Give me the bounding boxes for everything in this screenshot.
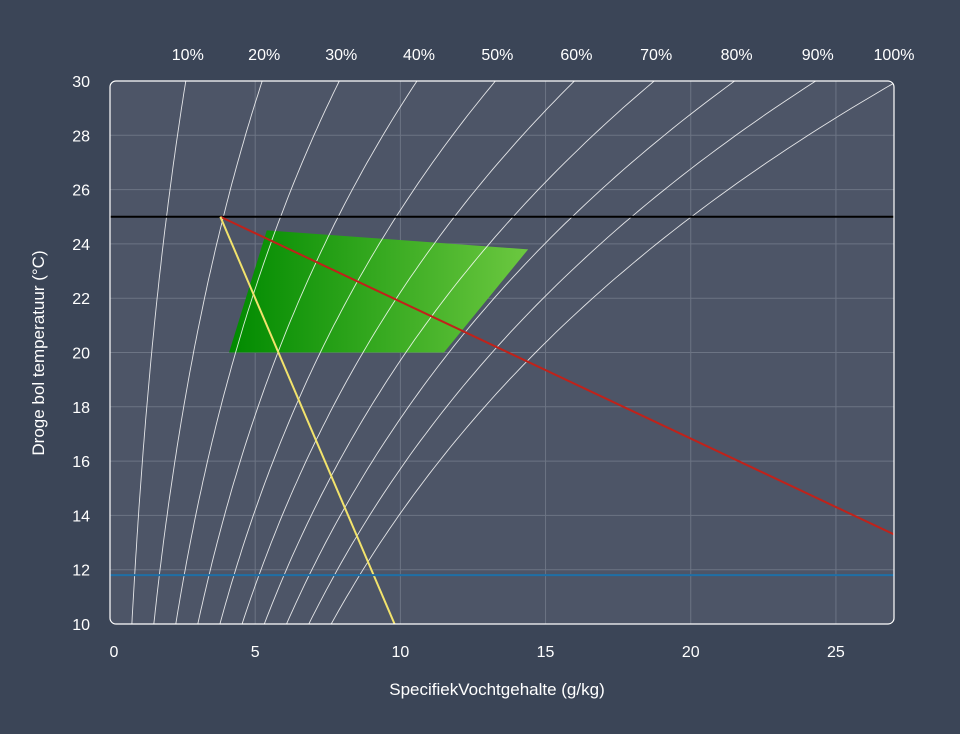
x-tick-label: 0 — [110, 644, 119, 661]
rh-curve-label: 40% — [403, 47, 435, 64]
rh-curve-label: 90% — [802, 47, 834, 64]
rh-curve — [330, 81, 894, 624]
x-axis-title: SpecifiekVochtgehalte (g/kg) — [389, 680, 604, 699]
x-tick-label: 10 — [391, 644, 409, 661]
rh-curve — [241, 81, 575, 624]
rh-curve-label: 60% — [560, 47, 592, 64]
rh-curve — [131, 81, 187, 624]
rh-curve-label: 70% — [640, 47, 672, 64]
rh-curve-labels: 10% 20% 30% 40% 50% 60% 70% 80% 90% 100% — [172, 47, 915, 64]
x-axis-tick-labels: 0 5 10 15 20 25 — [110, 644, 845, 661]
rh-curve — [153, 81, 263, 624]
x-tick-label: 15 — [537, 644, 555, 661]
y-tick-label: 26 — [72, 183, 90, 200]
y-tick-label: 16 — [72, 454, 90, 471]
rh-curve — [219, 81, 496, 624]
rh-curve-label: 10% — [172, 47, 204, 64]
rh-curve-label: 100% — [874, 47, 915, 64]
x-tick-label: 5 — [251, 644, 260, 661]
rh-curve-label: 80% — [721, 47, 753, 64]
y-tick-label: 28 — [72, 128, 90, 145]
y-tick-label: 22 — [72, 291, 90, 308]
rh-curve-label: 20% — [248, 47, 280, 64]
plot-border — [109, 80, 895, 625]
rh-curve — [175, 81, 340, 624]
series-lines — [110, 215, 894, 624]
y-tick-label: 14 — [72, 508, 90, 525]
y-tick-label: 10 — [72, 617, 90, 634]
y-tick-label: 30 — [72, 74, 90, 91]
rh-curve — [263, 81, 655, 624]
rh-curve-label: 30% — [325, 47, 357, 64]
red-line — [219, 215, 894, 536]
rh-curve — [308, 81, 816, 624]
yellow-line — [219, 216, 396, 624]
y-tick-label: 20 — [72, 346, 90, 363]
x-tick-label: 25 — [827, 644, 845, 661]
y-tick-label: 24 — [72, 237, 90, 254]
y-tick-label: 12 — [72, 563, 90, 580]
rh-curve — [286, 81, 735, 624]
y-tick-label: 18 — [72, 400, 90, 417]
rh-curves — [131, 81, 894, 624]
y-axis-title: Droge bol temperatuur (°C) — [29, 250, 48, 455]
rh-curve-label: 50% — [481, 47, 513, 64]
y-axis-tick-labels: 10 12 14 16 18 20 22 24 26 28 30 — [72, 74, 90, 634]
x-tick-label: 20 — [682, 644, 700, 661]
gridlines — [110, 81, 894, 624]
